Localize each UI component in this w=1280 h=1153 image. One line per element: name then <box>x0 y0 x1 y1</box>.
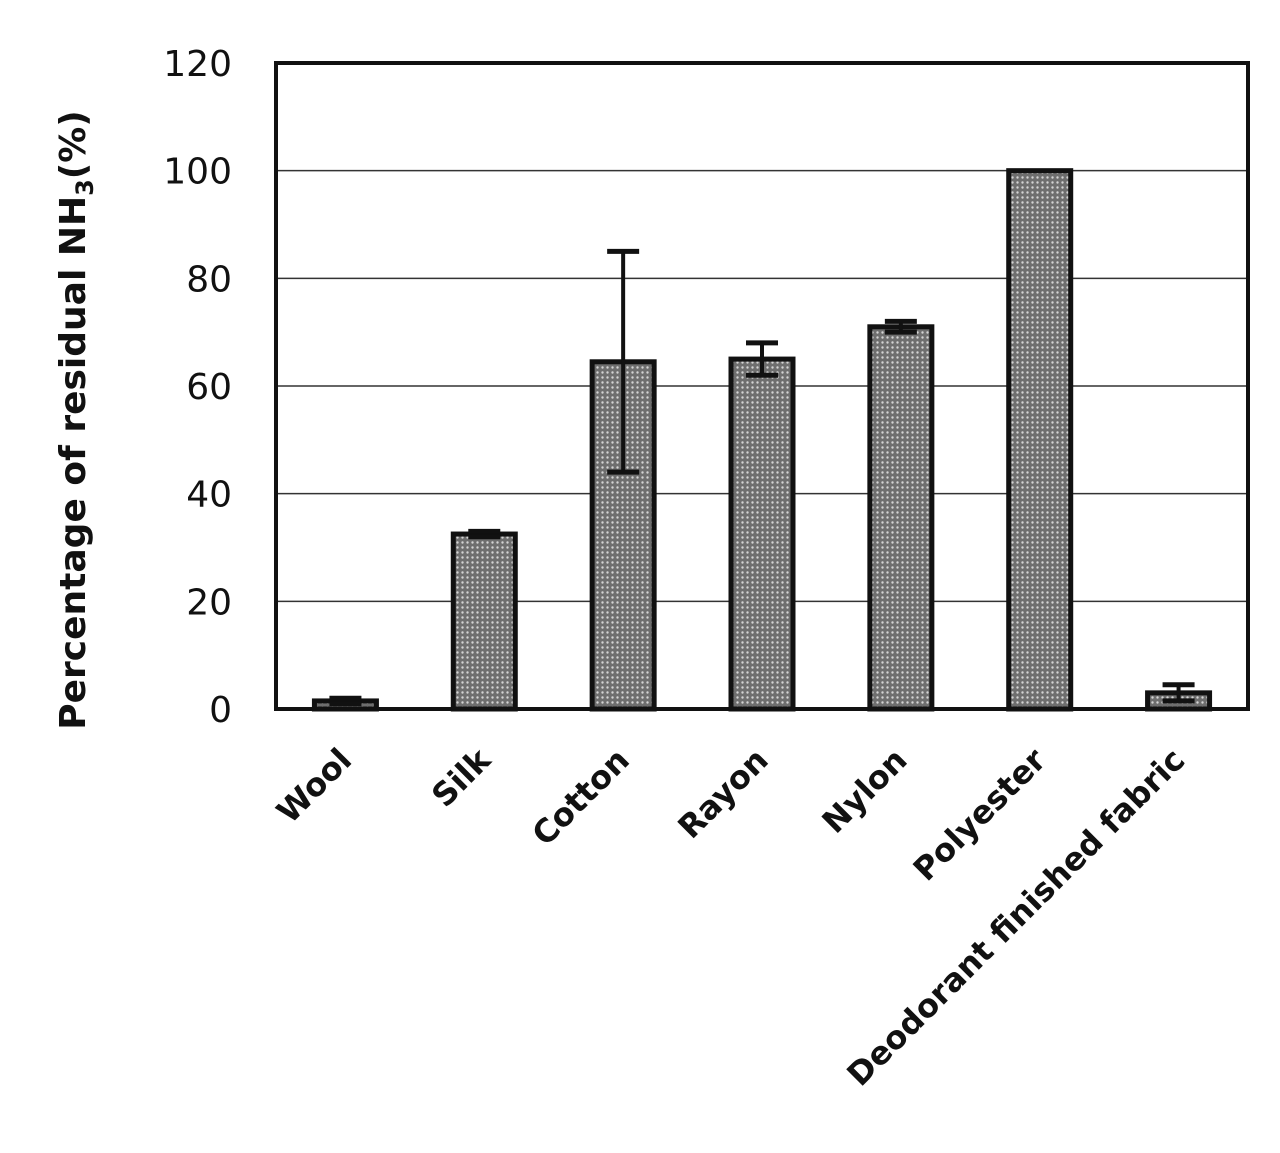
error-bar-deodorant-finished-fabric <box>1162 682 1195 704</box>
y-tick-label: 60 <box>186 367 232 408</box>
y-axis-title-subscript: 3 <box>71 179 99 196</box>
bar-polyester <box>1006 168 1074 712</box>
x-category-label: Rayon <box>670 741 775 846</box>
x-category-label: Wool <box>269 741 359 831</box>
error-bar-nylon <box>884 318 917 335</box>
error-bar-wool <box>329 695 362 707</box>
y-axis-title-unit: (%) <box>53 110 94 179</box>
y-axis-title: Percentage of residual NH3(%) <box>53 110 99 730</box>
y-tick-label: 20 <box>186 582 232 623</box>
x-category-label: Polyester <box>906 741 1054 889</box>
x-category-label: Nylon <box>815 741 915 841</box>
y-tick-label: 40 <box>186 475 232 516</box>
y-tick-label: 120 <box>163 44 232 85</box>
x-category-label: Cotton <box>524 741 636 853</box>
y-tick-label: 0 <box>209 690 232 731</box>
plot-area-frame <box>274 61 1250 711</box>
bar-silk <box>450 531 518 712</box>
y-axis-title-main: Percentage of residual NH <box>53 196 94 730</box>
x-category-label: Silk <box>424 740 498 814</box>
error-bar-rayon <box>746 340 778 378</box>
y-tick-label: 80 <box>186 259 232 300</box>
error-bar-silk <box>468 528 501 540</box>
bar-nylon <box>867 324 935 712</box>
bar-rayon <box>728 356 796 712</box>
y-tick-label: 100 <box>163 152 232 193</box>
error-bar-cotton <box>607 248 640 475</box>
